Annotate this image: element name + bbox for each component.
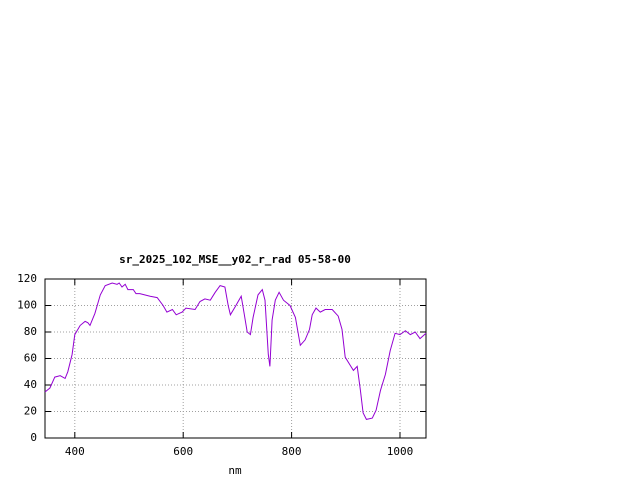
x-tick-label: 1000 [387, 445, 414, 458]
y-tick-label: 20 [24, 405, 37, 418]
y-tick-label: 80 [24, 325, 37, 338]
x-tick-label: 800 [282, 445, 302, 458]
y-tick-label: 40 [24, 378, 37, 391]
y-tick-label: 120 [17, 272, 37, 285]
x-tick-label: 400 [65, 445, 85, 458]
x-axis-label: nm [228, 464, 242, 477]
data-line [44, 282, 427, 420]
plot-frame [44, 278, 427, 439]
y-tick-label: 60 [24, 352, 37, 365]
y-tick-label: 100 [17, 299, 37, 312]
x-tick-label: 600 [173, 445, 193, 458]
chart-title: sr_2025_102_MSE__y02_r_rad 05-58-00 [119, 253, 351, 266]
y-tick-label: 0 [30, 431, 37, 444]
